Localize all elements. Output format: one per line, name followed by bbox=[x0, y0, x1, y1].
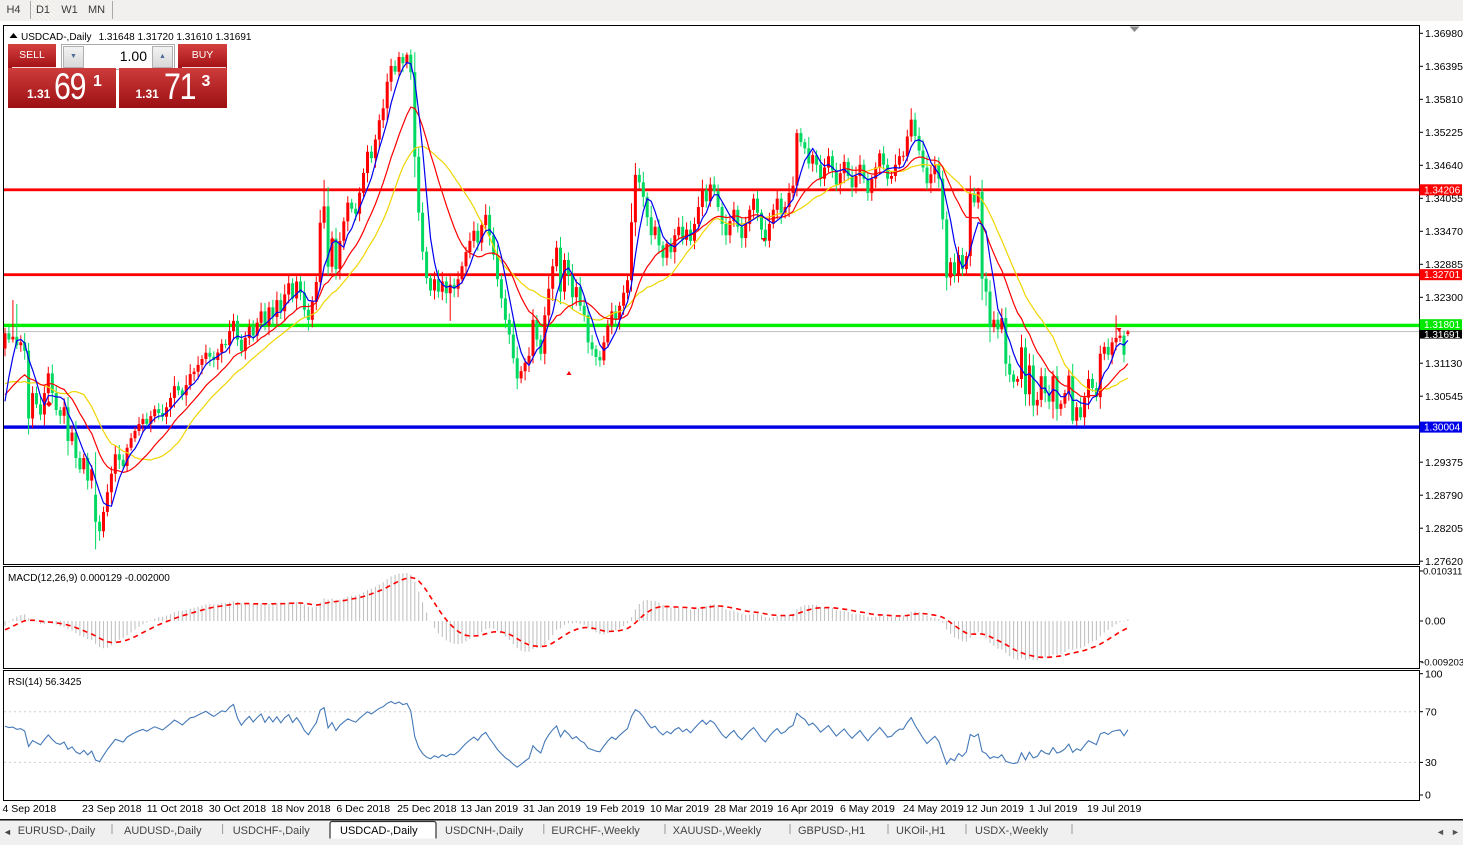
svg-text:19 Jul 2019: 19 Jul 2019 bbox=[1087, 803, 1141, 815]
svg-text:1.32885: 1.32885 bbox=[1425, 259, 1463, 271]
svg-text:1.34055: 1.34055 bbox=[1425, 193, 1463, 205]
svg-text:25 Dec 2018: 25 Dec 2018 bbox=[397, 803, 457, 815]
svg-text:1.33470: 1.33470 bbox=[1425, 226, 1463, 238]
svg-text:1.31691: 1.31691 bbox=[1424, 330, 1461, 341]
svg-text:EURCHF-,Weekly: EURCHF-,Weekly bbox=[551, 825, 640, 837]
svg-text:19 Feb 2019: 19 Feb 2019 bbox=[586, 803, 645, 815]
svg-text:1.27620: 1.27620 bbox=[1425, 556, 1463, 568]
svg-text:0.010311: 0.010311 bbox=[1423, 567, 1462, 578]
svg-text:►: ► bbox=[1451, 827, 1460, 837]
svg-text:EURUSD-,Daily: EURUSD-,Daily bbox=[18, 825, 96, 837]
svg-text:23 Sep 2018: 23 Sep 2018 bbox=[82, 803, 142, 815]
svg-text:USDCAD-,Daily: USDCAD-,Daily bbox=[340, 825, 418, 837]
svg-text:USDCNH-,Daily: USDCNH-,Daily bbox=[445, 825, 524, 837]
svg-text:13 Jan 2019: 13 Jan 2019 bbox=[460, 803, 518, 815]
svg-text:100: 100 bbox=[1425, 668, 1443, 680]
svg-text:1.35810: 1.35810 bbox=[1425, 94, 1463, 106]
svg-text:28 Mar 2019: 28 Mar 2019 bbox=[714, 803, 773, 815]
svg-text:1.30004: 1.30004 bbox=[1424, 423, 1461, 434]
svg-text:70: 70 bbox=[1425, 706, 1437, 718]
svg-text:1.31130: 1.31130 bbox=[1425, 358, 1462, 370]
svg-text:1.30545: 1.30545 bbox=[1425, 391, 1463, 403]
svg-text:USDCHF-,Daily: USDCHF-,Daily bbox=[233, 825, 311, 837]
svg-text:◄: ◄ bbox=[1436, 827, 1445, 837]
svg-text:1.34640: 1.34640 bbox=[1425, 160, 1463, 172]
svg-text:24 May 2019: 24 May 2019 bbox=[903, 803, 964, 815]
svg-text:1.35225: 1.35225 bbox=[1425, 127, 1463, 139]
svg-text:4 Sep 2018: 4 Sep 2018 bbox=[3, 803, 57, 815]
svg-text:1.36980: 1.36980 bbox=[1425, 28, 1463, 40]
svg-text:6 Dec 2018: 6 Dec 2018 bbox=[336, 803, 390, 815]
svg-text:RSI(14) 56.3425: RSI(14) 56.3425 bbox=[8, 677, 82, 688]
svg-text:0.00: 0.00 bbox=[1425, 616, 1446, 628]
svg-text:16 Apr 2019: 16 Apr 2019 bbox=[777, 803, 834, 815]
svg-text:-0.009203: -0.009203 bbox=[1421, 657, 1463, 668]
svg-text:18 Nov 2018: 18 Nov 2018 bbox=[271, 803, 331, 815]
svg-text:1 Jul 2019: 1 Jul 2019 bbox=[1029, 803, 1078, 815]
svg-text:MACD(12,26,9) 0.000129 -0.0020: MACD(12,26,9) 0.000129 -0.002000 bbox=[8, 573, 170, 584]
svg-text:XAUUSD-,Weekly: XAUUSD-,Weekly bbox=[673, 825, 762, 837]
svg-text:1.28205: 1.28205 bbox=[1425, 523, 1463, 535]
svg-text:UKOil-,H1: UKOil-,H1 bbox=[896, 825, 946, 837]
svg-text:30: 30 bbox=[1425, 757, 1437, 769]
svg-text:USDX-,Weekly: USDX-,Weekly bbox=[975, 825, 1049, 837]
svg-text:AUDUSD-,Daily: AUDUSD-,Daily bbox=[124, 825, 202, 837]
svg-text:6 May 2019: 6 May 2019 bbox=[840, 803, 895, 815]
svg-text:1.28790: 1.28790 bbox=[1425, 490, 1463, 502]
svg-text:◄: ◄ bbox=[3, 827, 12, 837]
svg-text:11 Oct 2018: 11 Oct 2018 bbox=[147, 803, 204, 815]
svg-text:1.29375: 1.29375 bbox=[1425, 457, 1463, 469]
svg-text:0: 0 bbox=[1425, 789, 1431, 801]
svg-text:30 Oct 2018: 30 Oct 2018 bbox=[209, 803, 266, 815]
svg-text:1.32701: 1.32701 bbox=[1424, 270, 1461, 281]
svg-text:1.31801: 1.31801 bbox=[1424, 320, 1461, 331]
svg-text:31 Jan 2019: 31 Jan 2019 bbox=[523, 803, 581, 815]
svg-text:12 Jun 2019: 12 Jun 2019 bbox=[966, 803, 1024, 815]
svg-text:GBPUSD-,H1: GBPUSD-,H1 bbox=[798, 825, 865, 837]
svg-text:1.34206: 1.34206 bbox=[1424, 185, 1461, 196]
svg-text:1.32300: 1.32300 bbox=[1425, 292, 1463, 304]
svg-text:10 Mar 2019: 10 Mar 2019 bbox=[650, 803, 709, 815]
svg-text:1.36395: 1.36395 bbox=[1425, 61, 1463, 73]
